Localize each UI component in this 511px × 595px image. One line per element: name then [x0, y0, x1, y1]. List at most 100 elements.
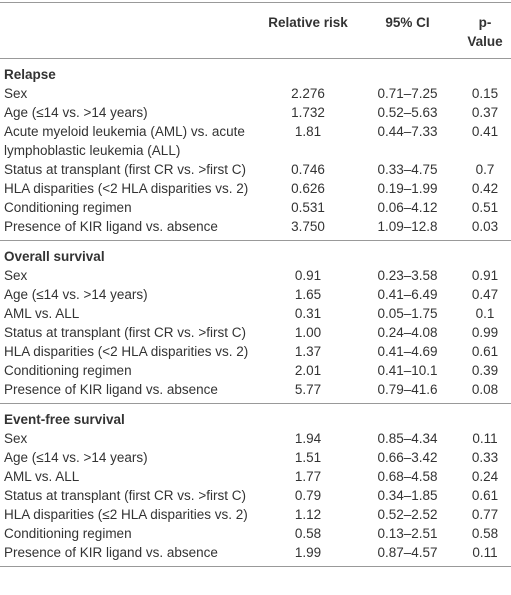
data-row: HLA disparities (<2 HLA disparities vs. … — [0, 179, 511, 198]
data-row: Status at transplant (first CR vs. >firs… — [0, 486, 511, 505]
cell-value: 0.85–4.34 — [377, 431, 438, 446]
section-title: Relapse — [4, 67, 56, 82]
cell-value: 1.99 — [260, 543, 356, 567]
cell-value: 0.58 — [471, 526, 499, 541]
row-label: Conditioning regimen — [4, 526, 132, 541]
row-label: Presence of KIR ligand vs. absence — [0, 217, 260, 241]
section-title: Event-free survival — [4, 412, 125, 427]
cell-value: 0.58 — [294, 526, 322, 541]
data-row: Conditioning regimen 0.58 0.13–2.51 0.58 — [0, 524, 511, 543]
cell-value: 0.66–3.42 — [377, 450, 438, 465]
data-row: Sex 0.91 0.23–3.58 0.91 — [0, 266, 511, 285]
data-row: HLA disparities (<2 HLA disparities vs. … — [0, 342, 511, 361]
cell-value: 0.746 — [291, 162, 325, 177]
cell-value: 0.1 — [475, 306, 495, 321]
cell-value: 0.23–3.58 — [377, 268, 438, 283]
cell-value: 0.52–5.63 — [377, 105, 438, 120]
cell-value: 1.00 — [294, 325, 322, 340]
data-row: HLA disparities (≤2 HLA disparities vs. … — [0, 505, 511, 524]
cell-value: 0.77 — [471, 507, 499, 522]
cell-value: 0.61 — [471, 344, 499, 359]
cell-value: 0.47 — [471, 287, 499, 302]
cell-value: 0.61 — [471, 488, 499, 503]
row-label: AML vs. ALL — [4, 306, 80, 321]
cell-value: 0.24 — [471, 469, 499, 484]
cell-value: 0.79 — [294, 488, 322, 503]
row-label: Presence of KIR ligand vs. absence — [0, 380, 260, 404]
cell-value: 5.77 — [260, 380, 356, 404]
cell-value: 0.39 — [471, 363, 499, 378]
cell-value: 1.37 — [294, 344, 322, 359]
row-label: HLA disparities (≤2 HLA disparities vs. … — [4, 507, 248, 522]
section-title: Overall survival — [4, 249, 105, 264]
data-row: Age (≤14 vs. >14 years) 1.65 0.41–6.49 0.47 — [0, 285, 511, 304]
cell-value: 0.34–1.85 — [377, 488, 438, 503]
row-label: Status at transplant (first CR vs. >firs… — [4, 488, 246, 503]
cell-value: 0.626 — [291, 181, 325, 196]
data-row: Conditioning regimen 2.01 0.41–10.1 0.39 — [0, 361, 511, 380]
header-row: Relative risk 95% CI p-Value — [0, 2, 511, 59]
data-row: Presence of KIR ligand vs. absence 1.99 0.… — [0, 543, 511, 567]
table-body: Relapse Sex 2.276 0.71–7.25 0.15 Age (≤14 vs.… — [0, 59, 511, 567]
cell-value: 3.750 — [260, 217, 356, 241]
data-row: Status at transplant (first CR vs. >firs… — [0, 160, 511, 179]
results-table: Relative risk 95% CI p-Value Relapse Sex 2… — [0, 2, 511, 567]
cell-value: 0.03 — [459, 217, 511, 241]
cell-value: 0.15 — [471, 86, 499, 101]
cell-value: 1.09–12.8 — [356, 217, 459, 241]
cell-value: 0.05–1.75 — [377, 306, 438, 321]
row-label: Status at transplant (first CR vs. >firs… — [4, 162, 246, 177]
row-label: Age (≤14 vs. >14 years) — [4, 287, 148, 302]
cell-value: 0.41–4.69 — [377, 344, 438, 359]
cell-value: 1.51 — [294, 450, 322, 465]
data-row: Sex 2.276 0.71–7.25 0.15 — [0, 84, 511, 103]
cell-value: 0.13–2.51 — [377, 526, 438, 541]
section-row: Event-free survival — [0, 404, 511, 430]
data-row: Sex 1.94 0.85–4.34 0.11 — [0, 429, 511, 448]
row-label: Status at transplant (first CR vs. >firs… — [4, 325, 246, 340]
cell-value: 0.33–4.75 — [377, 162, 438, 177]
cell-value: 1.65 — [294, 287, 322, 302]
row-label: HLA disparities (<2 HLA disparities vs. … — [4, 344, 249, 359]
cell-value: 0.71–7.25 — [377, 86, 438, 101]
cell-value: 1.81 — [294, 124, 322, 139]
data-row: Presence of KIR ligand vs. absence 3.750 1… — [0, 217, 511, 241]
data-row: Acute myeloid leukemia (AML) vs. acute l… — [0, 122, 511, 160]
cell-value: 0.87–4.57 — [356, 543, 459, 567]
cell-value: 0.41 — [471, 124, 499, 139]
row-label: Sex — [4, 431, 28, 446]
cell-value: 0.68–4.58 — [377, 469, 438, 484]
cell-value: 0.11 — [472, 431, 498, 446]
cell-value: 0.06–4.12 — [377, 200, 438, 215]
cell-value: 0.7 — [475, 162, 495, 177]
cell-value: 0.91 — [471, 268, 499, 283]
column-header: 95% CI — [356, 2, 459, 59]
row-label: AML vs. ALL — [4, 469, 80, 484]
cell-value: 0.41–10.1 — [377, 363, 438, 378]
row-label: Age (≤14 vs. >14 years) — [4, 450, 148, 465]
data-row: Status at transplant (first CR vs. >firs… — [0, 323, 511, 342]
cell-value: 0.79–41.6 — [356, 380, 459, 404]
row-label: Presence of KIR ligand vs. absence — [0, 543, 260, 567]
cell-value: 1.77 — [294, 469, 322, 484]
column-header: Relative risk — [260, 2, 356, 59]
cell-value: 0.91 — [294, 268, 322, 283]
data-row: Age (≤14 vs. >14 years) 1.51 0.66–3.42 0.33 — [0, 448, 511, 467]
cell-value: 0.41–6.49 — [377, 287, 438, 302]
row-label: HLA disparities (<2 HLA disparities vs. … — [4, 181, 249, 196]
data-row: Conditioning regimen 0.531 0.06–4.12 0.51 — [0, 198, 511, 217]
cell-value: 0.37 — [471, 105, 499, 120]
row-label: Age (≤14 vs. >14 years) — [4, 105, 148, 120]
cell-value: 0.08 — [459, 380, 511, 404]
cell-value: 0.99 — [471, 325, 499, 340]
cell-value: 1.732 — [291, 105, 325, 120]
cell-value: 0.24–4.08 — [377, 325, 438, 340]
row-label: Conditioning regimen — [4, 200, 132, 215]
column-header: p-Value — [459, 2, 511, 59]
cell-value: 0.52–2.52 — [377, 507, 438, 522]
cell-value: 0.11 — [459, 543, 511, 567]
row-label: Sex — [4, 268, 28, 283]
cell-value: 2.276 — [291, 86, 325, 101]
data-row: Age (≤14 vs. >14 years) 1.732 0.52–5.63 0.3… — [0, 103, 511, 122]
